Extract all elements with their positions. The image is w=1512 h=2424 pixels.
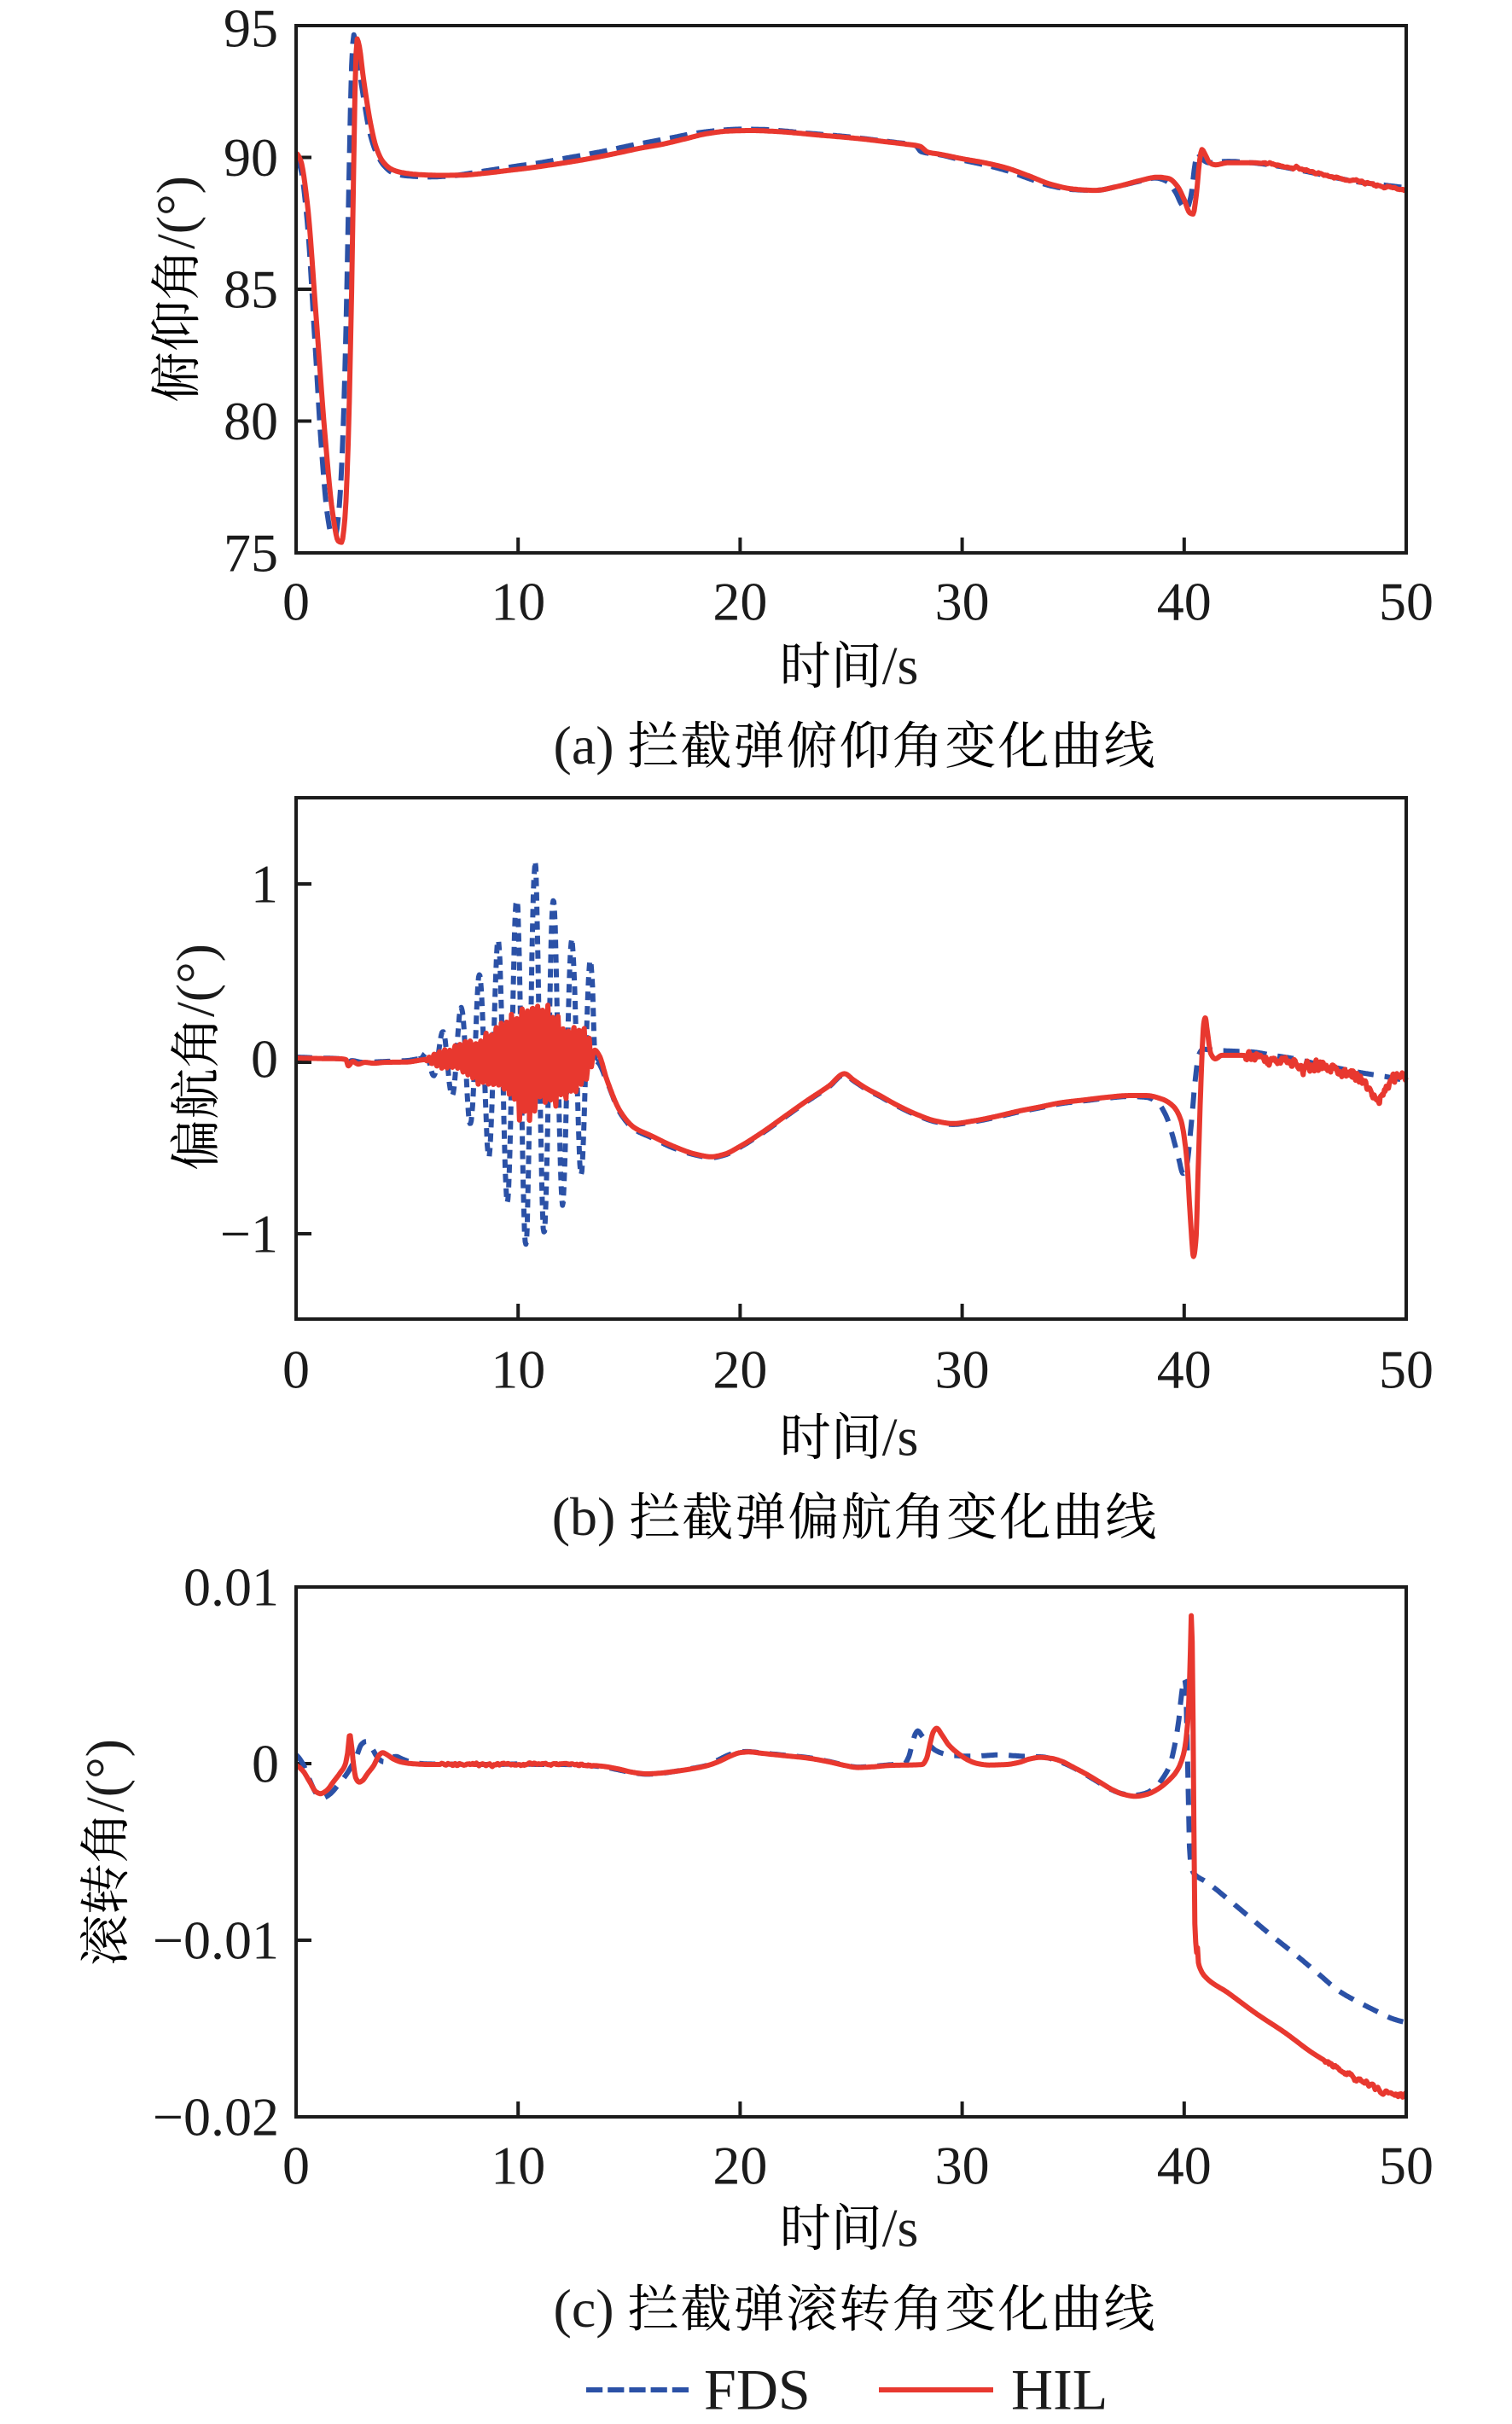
svg-text:50: 50: [1379, 1340, 1433, 1400]
svg-text:50: 50: [1379, 572, 1433, 632]
svg-text:85: 85: [224, 259, 278, 320]
svg-text:−0.01: −0.01: [153, 1910, 279, 1971]
svg-text:40: 40: [1157, 1340, 1212, 1400]
svg-text:1: 1: [251, 854, 278, 915]
svg-text:/s: /s: [882, 635, 919, 695]
svg-text:(a): (a): [554, 715, 614, 776]
svg-text:0: 0: [282, 1340, 310, 1400]
svg-text:40: 40: [1157, 572, 1212, 632]
svg-text:/s: /s: [882, 1406, 919, 1467]
svg-text:50: 50: [1379, 2136, 1433, 2196]
svg-text:10: 10: [491, 572, 545, 632]
svg-text:10: 10: [491, 1340, 545, 1400]
svg-text:/(°): /(°): [145, 176, 206, 249]
svg-text:/s: /s: [882, 2197, 919, 2258]
svg-text:(b): (b): [552, 1486, 616, 1547]
svg-text:0: 0: [282, 572, 310, 632]
svg-text:−1: −1: [220, 1204, 278, 1264]
svg-text:75: 75: [224, 523, 278, 584]
svg-text:20: 20: [712, 2136, 767, 2196]
svg-text:/(°): /(°): [74, 1739, 135, 1812]
svg-text:80: 80: [224, 391, 278, 451]
svg-text:0.01: 0.01: [183, 1557, 279, 1618]
svg-text:90: 90: [224, 127, 278, 188]
svg-text:−0.02: −0.02: [153, 2087, 279, 2148]
svg-text:/(°): /(°): [165, 944, 225, 1017]
svg-text:(c): (c): [554, 2278, 614, 2339]
svg-text:95: 95: [224, 0, 278, 59]
svg-text:FDS: FDS: [704, 2357, 811, 2421]
svg-text:30: 30: [935, 572, 990, 632]
svg-text:0: 0: [251, 1029, 278, 1090]
svg-text:0: 0: [252, 1734, 279, 1794]
svg-text:0: 0: [282, 2136, 310, 2196]
svg-text:10: 10: [491, 2136, 545, 2196]
svg-text:20: 20: [712, 1340, 767, 1400]
svg-text:30: 30: [935, 1340, 990, 1400]
svg-text:20: 20: [712, 572, 767, 632]
svg-text:30: 30: [935, 2136, 990, 2196]
svg-text:40: 40: [1157, 2136, 1212, 2196]
svg-text:HIL: HIL: [1011, 2357, 1108, 2421]
